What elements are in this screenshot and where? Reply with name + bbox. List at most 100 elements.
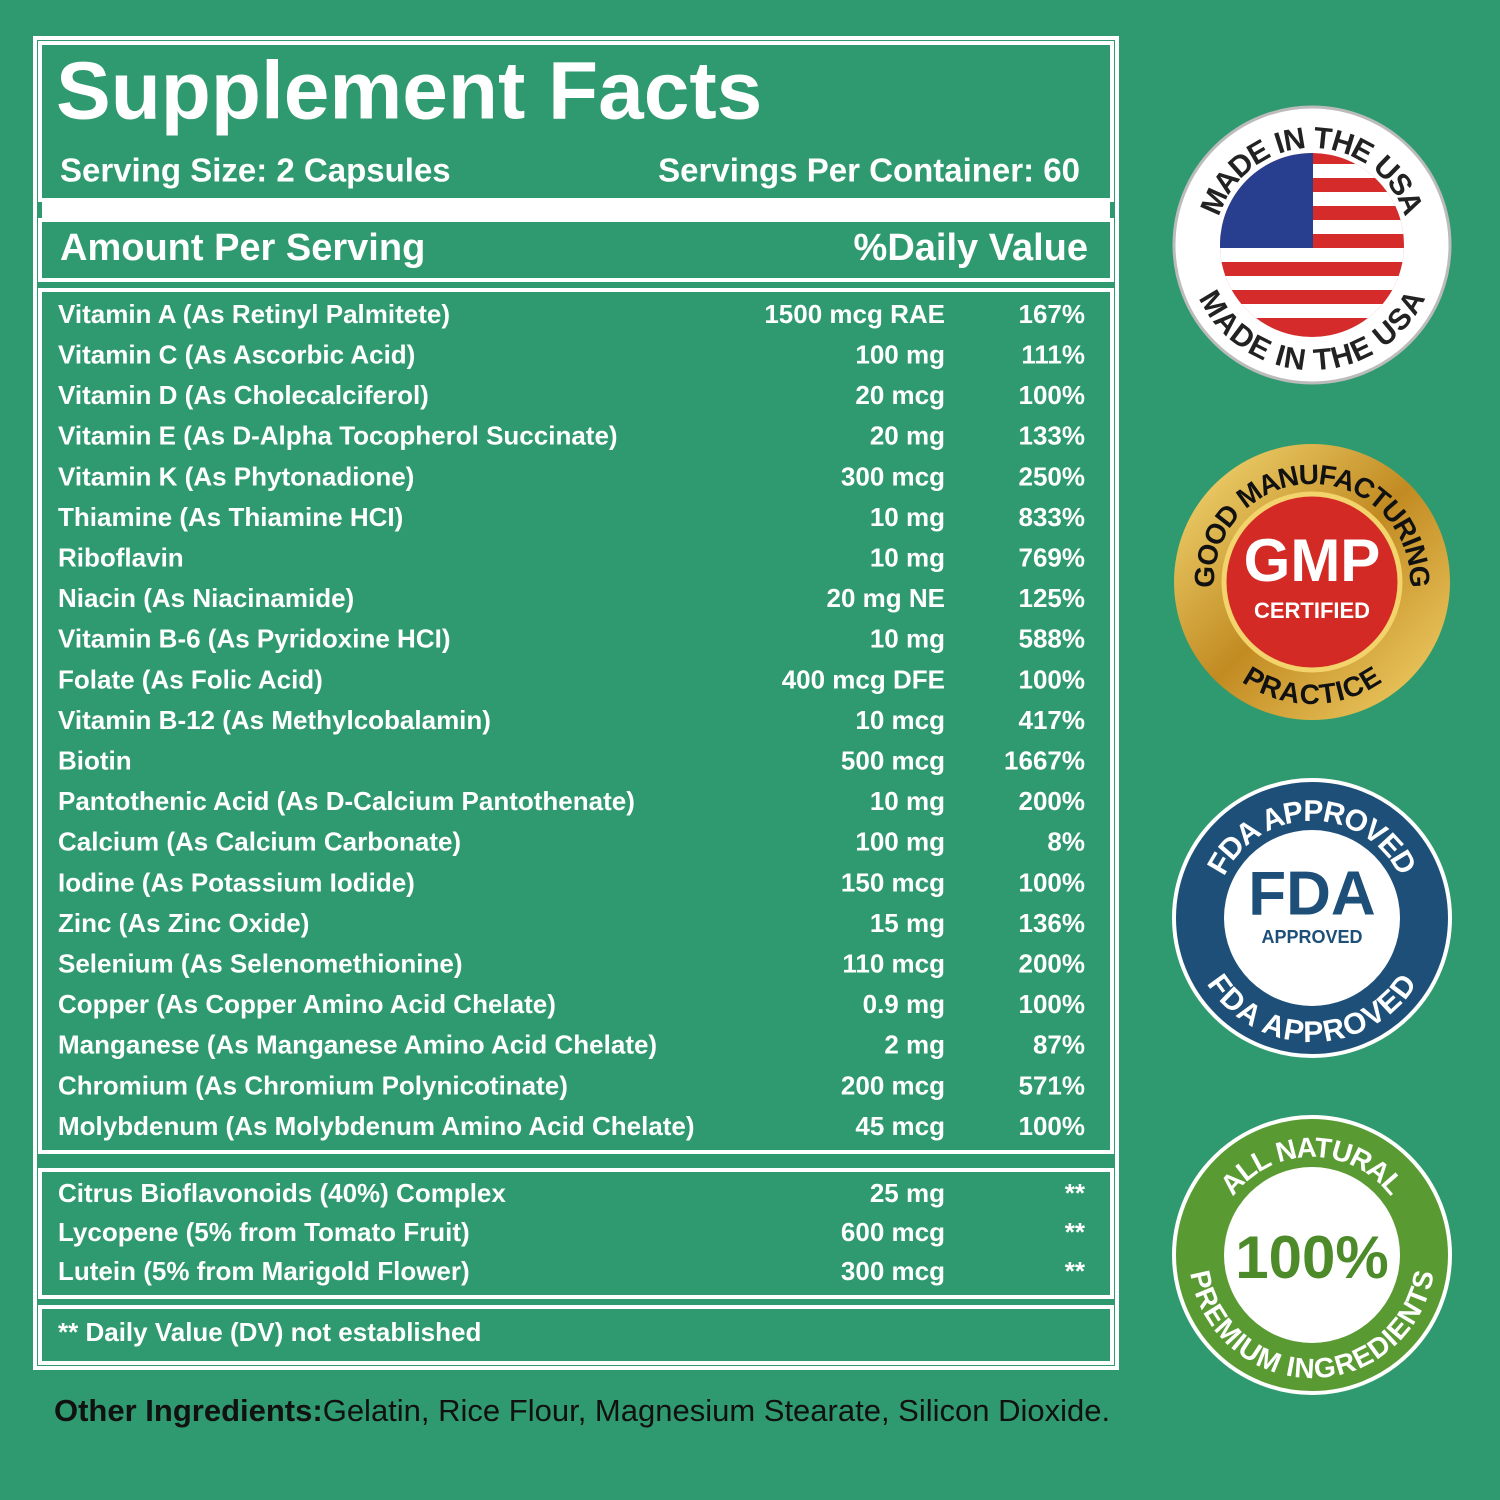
header-daily-value: %Daily Value bbox=[854, 227, 1088, 269]
nutrient-amount: 10 mcg bbox=[855, 705, 945, 735]
nutrient-name: Vitamin D (As Cholecalciferol) bbox=[58, 380, 429, 410]
footnote: ** Daily Value (DV) not established bbox=[58, 1317, 481, 1347]
badge-center bbox=[1224, 830, 1400, 1006]
nutrient-name: Copper (As Copper Amino Acid Chelate) bbox=[58, 989, 556, 1019]
nutrient-amount: 10 mg bbox=[870, 786, 945, 816]
nutrient-name: Calcium (As Calcium Carbonate) bbox=[58, 827, 461, 857]
nutrient-daily-value: 417% bbox=[1019, 705, 1086, 735]
badge-center-text: 100% bbox=[1235, 1224, 1388, 1291]
nutrient-name: Molybdenum (As Molybdenum Amino Acid Che… bbox=[58, 1111, 695, 1141]
nutrient-daily-value: 100% bbox=[1019, 664, 1086, 694]
nutrient-name: Pantothenic Acid (As D-Calcium Pantothen… bbox=[58, 786, 635, 816]
nutrient-amount: 15 mg bbox=[870, 908, 945, 938]
nutrient-daily-value: 133% bbox=[1019, 421, 1086, 451]
nutrient-daily-value: 571% bbox=[1019, 1070, 1086, 1100]
nutrient-amount: 400 mcg DFE bbox=[782, 664, 945, 694]
title: Supplement Facts bbox=[56, 46, 762, 137]
nutrient-daily-value: ** bbox=[1065, 1178, 1086, 1208]
other-ingredients-label: Other Ingredients: bbox=[54, 1393, 323, 1428]
nutrient-daily-value: 769% bbox=[1019, 542, 1086, 572]
usa-badge: MADE IN THE USA MADE IN THE USA bbox=[1172, 105, 1452, 385]
frame bbox=[38, 41, 1114, 202]
nutrient-name: Vitamin B-6 (As Pyridoxine HCI) bbox=[58, 624, 451, 654]
nutrient-amount: 600 mcg bbox=[841, 1217, 945, 1247]
nutrient-daily-value: 100% bbox=[1019, 380, 1086, 410]
badge-center-text: FDA bbox=[1248, 859, 1375, 928]
header-amount: Amount Per Serving bbox=[60, 227, 425, 269]
nutrient-amount: 200 mcg bbox=[841, 1070, 945, 1100]
nutrient-name: Citrus Bioflavonoids (40%) Complex bbox=[58, 1178, 506, 1208]
nutrient-amount: 10 mg bbox=[870, 624, 945, 654]
nutrient-amount: 25 mg bbox=[870, 1178, 945, 1208]
nutrient-name: Manganese (As Manganese Amino Acid Chela… bbox=[58, 1030, 657, 1060]
frame bbox=[38, 288, 1114, 1154]
nutrient-amount: 150 mcg bbox=[841, 867, 945, 897]
nutrient-name: Vitamin A (As Retinyl Palmitete) bbox=[58, 299, 450, 329]
nutrient-amount: 1500 mcg RAE bbox=[764, 299, 945, 329]
nutrient-name: Iodine (As Potassium Iodide) bbox=[58, 867, 415, 897]
gmp-badge: GOOD MANUFACTURING PRACTICE GMP CERTIFIE… bbox=[1174, 444, 1450, 720]
badge-center bbox=[1224, 1167, 1400, 1343]
nutrient-daily-value: ** bbox=[1065, 1256, 1086, 1286]
frame bbox=[38, 1305, 1114, 1365]
separator bbox=[42, 202, 1110, 218]
nutrient-daily-value: 200% bbox=[1019, 948, 1086, 978]
nutrient-name: Lutein (5% from Marigold Flower) bbox=[58, 1256, 470, 1286]
nutrient-name: Vitamin E (As D-Alpha Tocopherol Succina… bbox=[58, 421, 618, 451]
nutrient-daily-value: 136% bbox=[1019, 908, 1086, 938]
badge-center bbox=[1221, 491, 1403, 673]
other-ingredients-text: Gelatin, Rice Flour, Magnesium Stearate,… bbox=[322, 1393, 1111, 1428]
nutrient-amount: 45 mcg bbox=[855, 1111, 945, 1141]
badge-center-text: GMP bbox=[1244, 527, 1381, 594]
nutrient-name: Vitamin C (As Ascorbic Acid) bbox=[58, 339, 415, 369]
frame bbox=[38, 218, 1114, 282]
nutrient-daily-value: 100% bbox=[1019, 1111, 1086, 1141]
nutrient-daily-value: ** bbox=[1065, 1217, 1086, 1247]
badge-sub-text: CERTIFIED bbox=[1254, 598, 1370, 623]
nutrient-amount: 0.9 mg bbox=[863, 989, 945, 1019]
nutrient-name: Biotin bbox=[58, 745, 132, 775]
nutrient-daily-value: 167% bbox=[1019, 299, 1086, 329]
nutrient-amount: 300 mcg bbox=[841, 461, 945, 491]
nutrient-name: Folate (As Folic Acid) bbox=[58, 664, 323, 694]
nutrient-daily-value: 125% bbox=[1019, 583, 1086, 613]
nutrient-name: Zinc (As Zinc Oxide) bbox=[58, 908, 309, 938]
nutrient-daily-value: 8% bbox=[1047, 827, 1085, 857]
nutrient-amount: 10 mg bbox=[870, 542, 945, 572]
nutrient-amount: 100 mg bbox=[855, 339, 945, 369]
fda-badge: FDA APPROVED FDA APPROVED FDA APPROVED bbox=[1172, 778, 1452, 1058]
nutrient-daily-value: 200% bbox=[1019, 786, 1086, 816]
nutrient-amount: 20 mcg bbox=[855, 380, 945, 410]
frame bbox=[38, 1168, 1114, 1299]
nutrient-name: Vitamin B-12 (As Methylcobalamin) bbox=[58, 705, 491, 735]
nutrient-daily-value: 111% bbox=[1021, 339, 1085, 369]
nutrient-daily-value: 87% bbox=[1033, 1030, 1085, 1060]
nutrient-name: Chromium (As Chromium Polynicotinate) bbox=[58, 1070, 568, 1100]
nutrient-amount: 300 mcg bbox=[841, 1256, 945, 1286]
natural-badge: ALL NATURAL PREMIUM INGREDIENTS 100% bbox=[1172, 1115, 1452, 1395]
nutrient-daily-value: 100% bbox=[1019, 867, 1086, 897]
nutrient-amount: 2 mg bbox=[884, 1030, 945, 1060]
nutrient-name: Selenium (As Selenomethionine) bbox=[58, 948, 463, 978]
nutrient-daily-value: 588% bbox=[1019, 624, 1086, 654]
flag bbox=[1220, 153, 1404, 337]
outer-frame bbox=[33, 36, 1119, 1370]
nutrient-daily-value: 1667% bbox=[1004, 745, 1085, 775]
nutrient-amount: 500 mcg bbox=[841, 745, 945, 775]
nutrient-amount: 20 mg bbox=[870, 421, 945, 451]
nutrient-amount: 10 mg bbox=[870, 502, 945, 532]
nutrient-amount: 20 mg NE bbox=[827, 583, 946, 613]
nutrient-name: Riboflavin bbox=[58, 542, 184, 572]
nutrient-name: Lycopene (5% from Tomato Fruit) bbox=[58, 1217, 470, 1247]
serving-size: Serving Size: 2 Capsules bbox=[60, 152, 451, 189]
servings-per-container: Servings Per Container: 60 bbox=[658, 152, 1080, 189]
badge-sub-text: APPROVED bbox=[1261, 927, 1362, 947]
nutrient-name: Vitamin K (As Phytonadione) bbox=[58, 461, 414, 491]
nutrient-daily-value: 250% bbox=[1019, 461, 1086, 491]
nutrient-name: Niacin (As Niacinamide) bbox=[58, 583, 354, 613]
nutrient-daily-value: 100% bbox=[1019, 989, 1086, 1019]
nutrient-name: Thiamine (As Thiamine HCI) bbox=[58, 502, 403, 532]
panel-frames bbox=[33, 36, 1119, 1370]
